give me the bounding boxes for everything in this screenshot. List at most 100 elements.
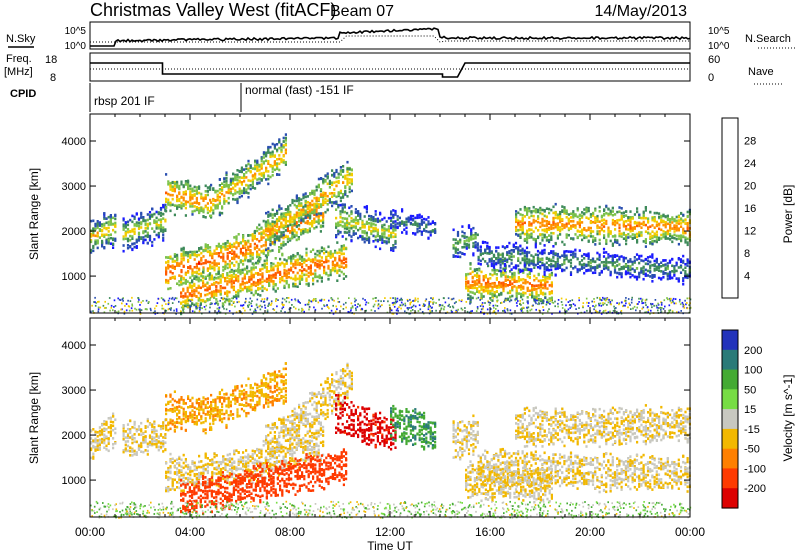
power-cell xyxy=(271,222,274,226)
power-cell xyxy=(306,230,309,234)
power-cell xyxy=(195,189,198,192)
power-cell xyxy=(195,196,198,200)
power-cell xyxy=(576,236,579,239)
power-cell xyxy=(331,174,334,177)
power-cell xyxy=(306,201,309,204)
power-cell xyxy=(511,282,514,286)
power-cell xyxy=(381,218,384,221)
power-cell xyxy=(267,253,270,257)
power-cell xyxy=(605,212,608,215)
power-cell xyxy=(165,278,168,282)
power-cell xyxy=(350,235,353,238)
power-cell xyxy=(658,227,661,231)
power-cell xyxy=(311,224,314,227)
power-cell xyxy=(686,222,689,225)
power-cell xyxy=(267,230,270,233)
power-cell xyxy=(346,179,349,183)
power-cell xyxy=(135,221,138,224)
power-cell xyxy=(350,224,353,228)
power-cell xyxy=(184,301,187,305)
power-cell xyxy=(169,188,172,191)
power-cell xyxy=(523,221,526,225)
power-cell xyxy=(559,217,562,221)
power-cell xyxy=(315,213,318,216)
nsearch-trace xyxy=(90,35,690,43)
power-cell xyxy=(324,197,327,201)
power-cell xyxy=(636,235,639,239)
power-cell xyxy=(671,240,674,244)
power-cell xyxy=(176,207,179,210)
power-cell xyxy=(374,219,377,223)
power-cell xyxy=(326,175,329,178)
power-cell xyxy=(482,286,485,289)
power-cell xyxy=(642,210,645,214)
power-cell xyxy=(525,250,529,254)
power-cell xyxy=(258,232,261,235)
power-cell xyxy=(515,210,518,213)
power-cell xyxy=(114,230,117,234)
power-cell xyxy=(576,270,579,274)
power-cell xyxy=(271,170,274,173)
power-cell xyxy=(210,214,213,218)
power-cell xyxy=(259,278,262,281)
power-cell xyxy=(543,248,546,252)
power-cell xyxy=(317,198,320,202)
power-cell xyxy=(546,280,549,284)
power-cell xyxy=(539,208,542,212)
power-cell xyxy=(169,287,172,290)
power-cell xyxy=(284,225,287,228)
power-cell xyxy=(605,204,608,208)
power-cell xyxy=(611,222,614,226)
power-cell xyxy=(556,213,559,216)
power-cell xyxy=(180,262,183,265)
power-cell xyxy=(598,205,601,209)
power-cell xyxy=(313,206,316,209)
power-cell xyxy=(246,265,249,268)
power-cell xyxy=(301,259,304,263)
power-cell xyxy=(620,211,623,215)
power-cell xyxy=(327,264,330,268)
power-cell xyxy=(543,219,546,223)
power-cell xyxy=(240,168,243,171)
power-cell xyxy=(320,256,323,259)
power-cell xyxy=(515,228,518,232)
power-cell xyxy=(387,225,390,228)
power-cell xyxy=(539,279,542,282)
power-cell xyxy=(259,287,262,290)
power-cell xyxy=(567,259,570,263)
power-cell xyxy=(492,262,496,266)
power-cell xyxy=(526,300,529,303)
power-cell xyxy=(256,226,259,229)
power-cell xyxy=(607,233,610,236)
power-cell xyxy=(257,282,260,286)
power-cell xyxy=(354,232,357,235)
power-cell xyxy=(484,289,487,293)
power-cell xyxy=(640,231,643,234)
power-cell xyxy=(233,257,236,261)
power-cell xyxy=(206,206,209,210)
power-cell xyxy=(202,285,205,288)
power-cell xyxy=(528,209,531,213)
power-cell xyxy=(578,219,581,222)
power-cell xyxy=(184,292,187,295)
power-cell xyxy=(385,228,388,231)
power-cell xyxy=(215,276,218,280)
power-cell xyxy=(585,207,588,211)
power-cell xyxy=(267,160,270,163)
power-cell xyxy=(212,187,215,190)
power-cell xyxy=(526,231,529,234)
power-cell xyxy=(492,253,496,257)
power-cell xyxy=(267,247,270,250)
power-cell xyxy=(589,213,592,216)
power-cell xyxy=(569,265,573,268)
power-cell xyxy=(193,282,196,286)
power-cell xyxy=(644,245,647,248)
power-cell xyxy=(607,261,610,264)
power-cell xyxy=(346,167,349,171)
power-cell xyxy=(287,205,290,208)
power-cell xyxy=(282,236,285,240)
power-cell xyxy=(312,260,315,264)
power-cell xyxy=(228,270,231,274)
power-cell xyxy=(383,227,386,230)
power-cell xyxy=(328,186,331,189)
